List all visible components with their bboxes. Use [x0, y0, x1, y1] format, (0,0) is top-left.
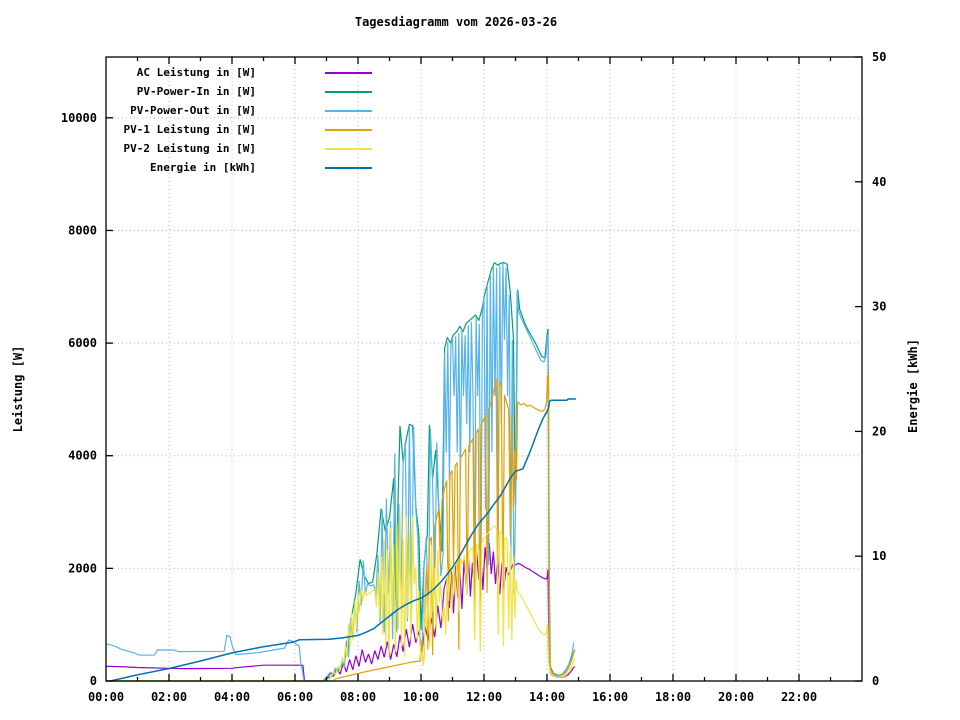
y-right-tick-label: 0	[872, 674, 879, 688]
legend-color-line	[325, 166, 372, 169]
series-line-4	[106, 510, 576, 682]
x-tick-label: 20:00	[718, 690, 754, 704]
legend-item: PV-Power-Out in [W]	[106, 101, 372, 120]
y-right-tick-label: 10	[872, 549, 886, 563]
x-tick-label: 22:00	[781, 690, 817, 704]
y-left-tick-label: 8000	[68, 223, 97, 237]
legend-label: PV-Power-In in [W]	[136, 85, 256, 98]
y-left-axis-label: Leistung [W]	[11, 345, 25, 433]
legend-item: AC Leistung in [W]	[106, 63, 372, 82]
x-tick-label: 08:00	[340, 690, 376, 704]
legend-color-line	[325, 128, 372, 131]
legend-color-line	[325, 109, 372, 112]
x-tick-label: 02:00	[151, 690, 187, 704]
legend-label: PV-Power-Out in [W]	[130, 104, 256, 117]
x-tick-label: 14:00	[529, 690, 565, 704]
legend-color-line	[325, 71, 372, 74]
legend: AC Leistung in [W] PV-Power-In in [W] PV-P…	[106, 63, 372, 177]
x-tick-label: 04:00	[214, 690, 250, 704]
x-tick-label: 10:00	[403, 690, 439, 704]
legend-item: PV-Power-In in [W]	[106, 82, 372, 101]
legend-label: PV-2 Leistung in [W]	[123, 142, 256, 155]
y-left-tick-label: 4000	[68, 449, 97, 463]
y-left-tick-label: 6000	[68, 336, 97, 350]
y-left-tick-label: 10000	[61, 111, 97, 125]
y-right-tick-label: 40	[872, 175, 886, 189]
y-right-tick-label: 20	[872, 424, 886, 438]
legend-label: Energie in [kWh]	[150, 161, 256, 174]
x-tick-label: 18:00	[655, 690, 691, 704]
legend-color-line	[325, 147, 372, 150]
legend-label: AC Leistung in [W]	[136, 66, 256, 79]
legend-item: PV-1 Leistung in [W]	[106, 120, 372, 139]
x-tick-label: 00:00	[88, 690, 124, 704]
x-tick-label: 16:00	[592, 690, 628, 704]
legend-label: PV-1 Leistung in [W]	[123, 123, 256, 136]
y-left-tick-label: 0	[90, 674, 97, 688]
y-left-tick-label: 2000	[68, 561, 97, 575]
chart-title: Tagesdiagramm vom 2026-03-26	[354, 15, 558, 29]
legend-color-line	[325, 90, 372, 93]
series-line-5	[110, 398, 576, 682]
x-tick-label: 12:00	[466, 690, 502, 704]
legend-item: PV-2 Leistung in [W]	[106, 139, 372, 158]
y-right-tick-label: 30	[872, 300, 886, 314]
x-tick-label: 06:00	[277, 690, 313, 704]
series-line-3	[106, 374, 576, 682]
y-right-axis-label: Energie [kWh]	[906, 339, 920, 433]
y-right-tick-label: 50	[872, 50, 886, 64]
legend-item: Energie in [kWh]	[106, 158, 372, 177]
